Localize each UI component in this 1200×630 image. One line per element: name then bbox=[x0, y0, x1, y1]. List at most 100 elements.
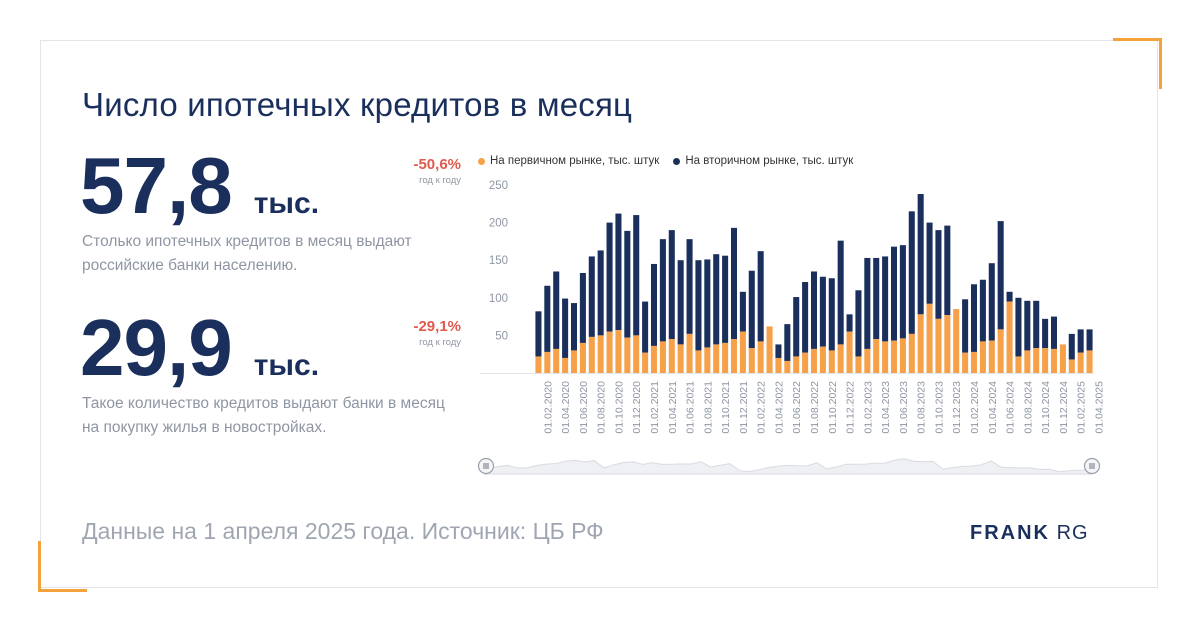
bar-primary bbox=[1006, 301, 1013, 373]
x-tick-label: 01.06.2022 bbox=[791, 381, 803, 434]
x-tick-label: 01.08.2024 bbox=[1022, 381, 1034, 434]
bar-secondary bbox=[979, 279, 986, 342]
bar-primary bbox=[562, 357, 569, 373]
legend-label-secondary: На вторичном рынке, тыс. штук bbox=[685, 155, 854, 167]
bar-secondary bbox=[642, 301, 649, 353]
bar-primary bbox=[962, 352, 969, 373]
bar-secondary bbox=[739, 291, 746, 332]
bar-primary bbox=[739, 331, 746, 373]
bar-primary bbox=[970, 351, 978, 373]
corner-decoration-top-right bbox=[1113, 38, 1162, 89]
bar-primary bbox=[988, 340, 995, 373]
bar-secondary bbox=[1033, 300, 1040, 349]
x-tick-label: 01.02.2020 bbox=[542, 381, 554, 434]
stat-total-delta: -50,6% год к году bbox=[341, 156, 461, 186]
bar-primary bbox=[686, 333, 693, 373]
bar-secondary bbox=[633, 215, 640, 336]
x-tick-label: 01.04.2025 bbox=[1093, 381, 1105, 434]
x-tick-label: 01.06.2024 bbox=[1005, 381, 1017, 434]
bar-primary bbox=[579, 342, 586, 373]
bar-primary bbox=[935, 318, 942, 373]
bar-secondary bbox=[1015, 297, 1022, 357]
stat-primary: 29,9 тыс. bbox=[80, 302, 319, 394]
bar-secondary bbox=[864, 257, 871, 349]
x-tick-label: 01.10.2022 bbox=[827, 381, 839, 434]
bar-primary bbox=[570, 350, 578, 373]
x-tick-label: 01.04.2020 bbox=[560, 381, 572, 434]
stat-total-description: Столько ипотечных кредитов в месяц выдаю… bbox=[82, 233, 412, 274]
bar-secondary bbox=[828, 278, 835, 351]
y-tick-label: 200 bbox=[489, 218, 508, 230]
bar-primary bbox=[624, 337, 631, 373]
stat-primary-value: 29,9 bbox=[80, 303, 233, 392]
y-tick-label: 100 bbox=[489, 293, 508, 305]
x-tick-label: 01.06.2023 bbox=[898, 381, 910, 434]
bar-primary bbox=[677, 344, 684, 373]
bar-primary bbox=[855, 356, 862, 373]
bar-primary bbox=[1086, 350, 1093, 373]
bar-secondary bbox=[1050, 316, 1058, 349]
x-tick-label: 01.12.2022 bbox=[845, 381, 857, 434]
x-tick-label: 01.12.2020 bbox=[631, 381, 643, 434]
bar-secondary bbox=[588, 256, 595, 337]
stat-primary-delta: -29,1% год к году bbox=[341, 318, 461, 348]
bar-secondary bbox=[944, 225, 951, 316]
bar-secondary bbox=[917, 194, 924, 315]
bar-primary bbox=[819, 346, 826, 373]
bar-primary bbox=[882, 341, 889, 373]
bar-secondary bbox=[535, 311, 542, 357]
bar-primary bbox=[979, 341, 986, 373]
stat-total-delta-label: год к году bbox=[419, 175, 461, 186]
bar-secondary bbox=[553, 271, 560, 349]
bar-primary bbox=[1024, 350, 1031, 373]
frank-rg-logo: FRANK RG bbox=[970, 522, 1089, 544]
bar-primary bbox=[1015, 356, 1022, 373]
bar-primary bbox=[659, 341, 666, 373]
bar-secondary bbox=[668, 230, 675, 340]
bar-secondary bbox=[1068, 333, 1075, 360]
corner-decoration-bottom-left bbox=[38, 541, 87, 592]
bar-secondary bbox=[873, 257, 880, 340]
y-tick-label: 50 bbox=[495, 330, 508, 342]
x-tick-label: 01.04.2023 bbox=[880, 381, 892, 434]
bar-secondary bbox=[579, 272, 586, 343]
bar-secondary bbox=[810, 271, 818, 349]
bar-primary bbox=[633, 335, 640, 373]
bar-primary bbox=[606, 331, 613, 373]
legend-dot-secondary bbox=[673, 157, 681, 165]
bar-primary bbox=[793, 356, 800, 373]
bar-secondary bbox=[784, 324, 791, 361]
bar-primary bbox=[810, 348, 818, 373]
x-tick-label: 01.12.2024 bbox=[1058, 381, 1070, 434]
bar-primary bbox=[588, 336, 595, 373]
bar-primary bbox=[766, 326, 773, 373]
legend-item-primary[interactable]: На первичном рынке, тыс. штук bbox=[478, 155, 659, 167]
x-tick-label: 01.06.2020 bbox=[578, 381, 590, 434]
x-tick-label: 01.02.2021 bbox=[649, 381, 661, 434]
bar-primary bbox=[899, 338, 906, 373]
x-tick-label: 01.02.2022 bbox=[756, 381, 768, 434]
bar-primary bbox=[553, 348, 560, 373]
x-tick-label: 01.02.2024 bbox=[969, 381, 981, 434]
bar-secondary bbox=[988, 263, 995, 341]
bar-secondary bbox=[544, 285, 551, 352]
bar-primary bbox=[828, 350, 835, 373]
legend-item-secondary[interactable]: На вторичном рынке, тыс. штук bbox=[673, 155, 853, 167]
x-tick-label: 01.08.2021 bbox=[702, 381, 714, 434]
bar-primary bbox=[544, 351, 551, 373]
bar-primary bbox=[597, 335, 604, 373]
mortgage-chart: 50 100 150 200 250 01.02.2020 01.04.2020 01.06.… bbox=[477, 180, 1105, 475]
bar-primary bbox=[713, 344, 720, 373]
bar-secondary bbox=[624, 230, 631, 338]
bar-secondary bbox=[819, 276, 826, 347]
stat-primary-description: Такое количество кредитов выдают банки в… bbox=[82, 395, 445, 436]
bar-secondary bbox=[970, 284, 978, 352]
bar-primary bbox=[695, 350, 702, 373]
stat-primary-unit: тыс. bbox=[253, 349, 320, 382]
x-tick-label: 01.12.2023 bbox=[951, 381, 963, 434]
bar-primary bbox=[668, 339, 675, 373]
bar-primary bbox=[837, 344, 844, 373]
bar-secondary bbox=[837, 240, 844, 345]
stat-primary-delta-label: год к году bbox=[419, 337, 461, 348]
y-tick-label: 250 bbox=[489, 180, 508, 192]
